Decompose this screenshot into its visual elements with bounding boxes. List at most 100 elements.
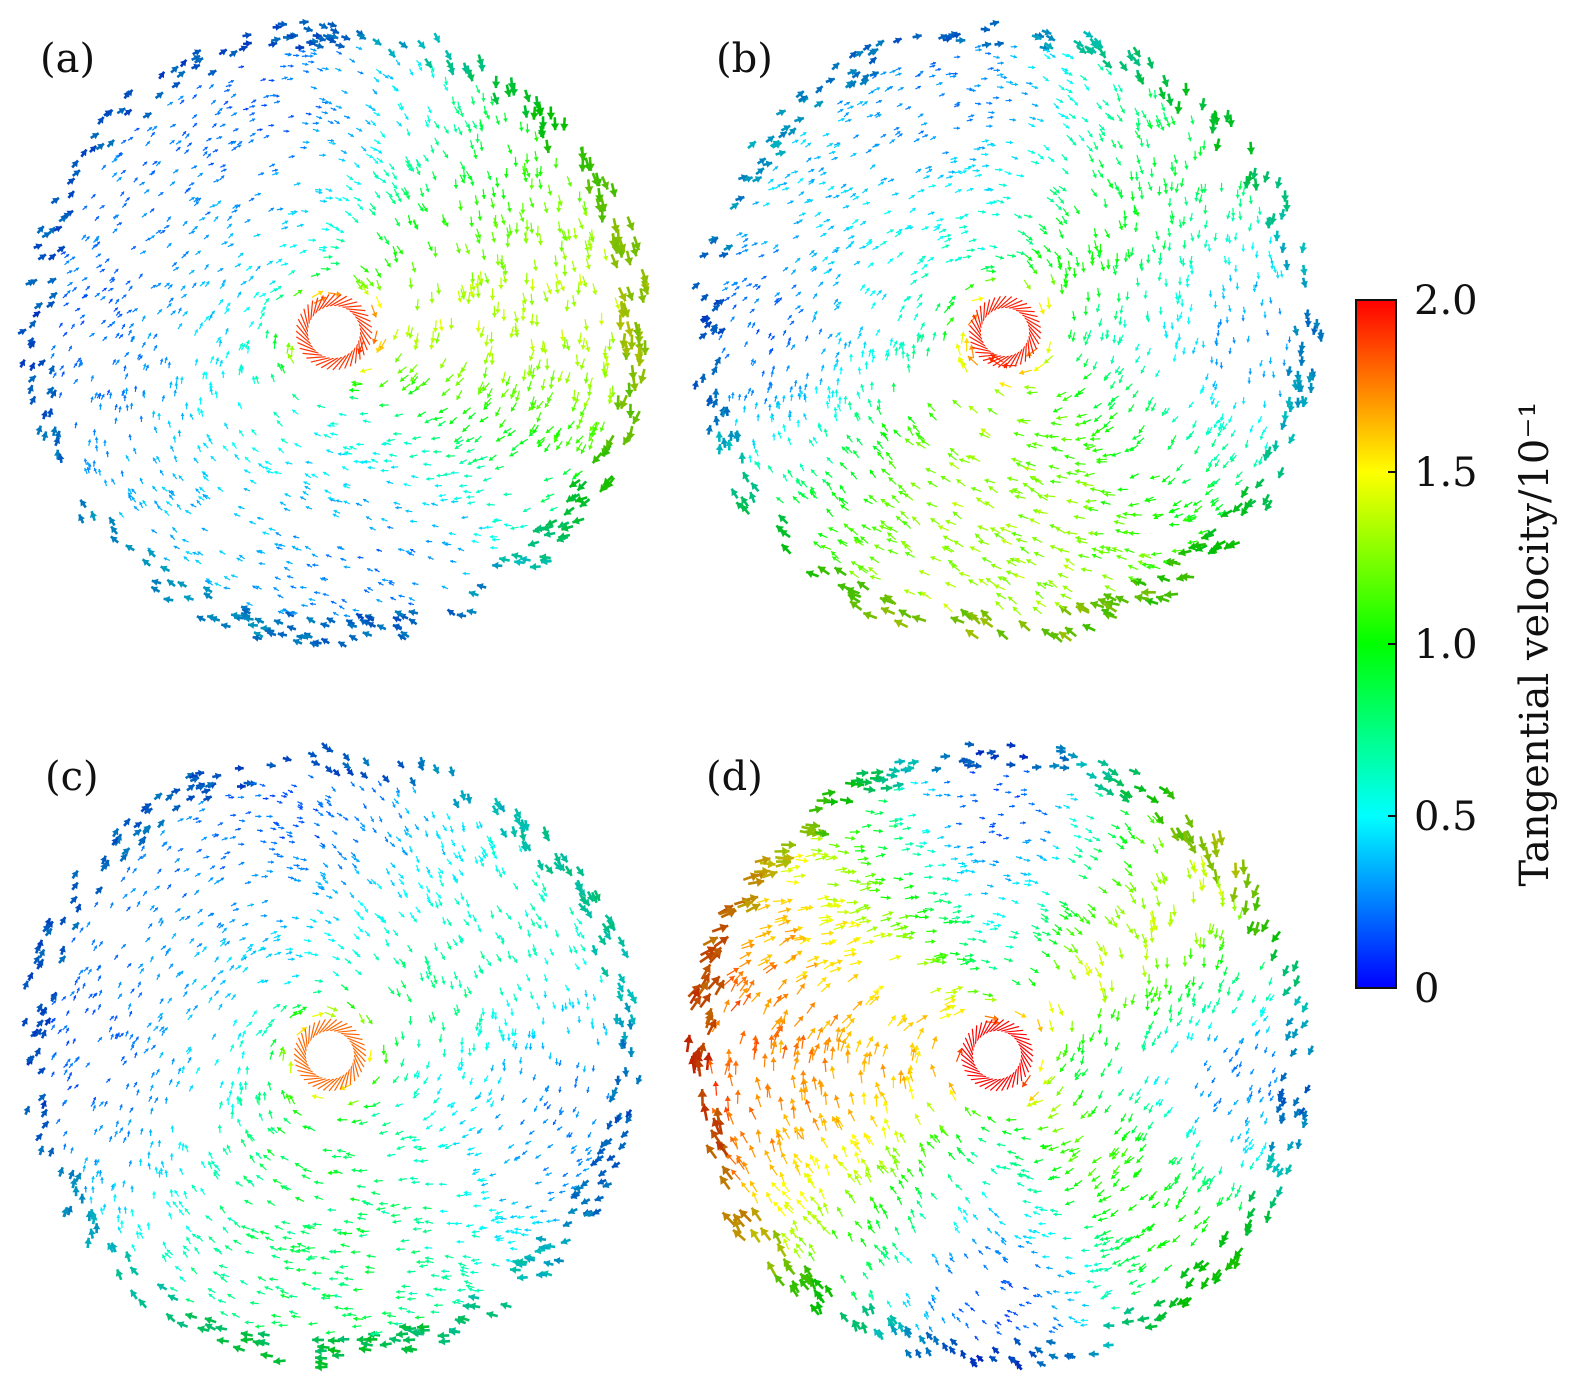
velocity-arrowhead (124, 109, 132, 116)
velocity-arrowhead (222, 123, 226, 127)
velocity-arrowhead (375, 347, 382, 353)
velocity-arrowhead (313, 48, 317, 52)
velocity-arrowhead (134, 308, 138, 312)
velocity-arrowhead (389, 580, 393, 584)
velocity-arrowhead (1275, 275, 1280, 279)
velocity-arrowhead (184, 402, 189, 406)
velocity-arrowhead (152, 285, 157, 289)
velocity-arrowhead (577, 339, 583, 345)
velocity-arrowhead (63, 332, 68, 336)
velocity-arrowhead (465, 124, 470, 129)
velocity-arrowhead (86, 286, 90, 290)
velocity-arrowhead (169, 381, 173, 385)
velocity-arrowhead (284, 226, 288, 230)
velocity-arrowhead (324, 489, 329, 494)
velocity-arrowhead (426, 476, 430, 481)
velocity-arrowhead (530, 112, 539, 120)
velocity-arrowhead (553, 262, 559, 267)
velocity-arrowhead (151, 410, 156, 414)
velocity-arrowhead (390, 166, 395, 170)
velocity-arrowhead (1190, 271, 1195, 275)
velocity-arrowhead (364, 589, 368, 593)
velocity-arrowhead (603, 255, 609, 261)
velocity-arrowhead (1104, 492, 1109, 498)
velocity-arrowhead (565, 378, 571, 384)
velocity-arrowhead (756, 414, 761, 418)
velocity-arrowhead (503, 118, 508, 123)
velocity-arrowhead (394, 413, 399, 418)
velocity-arrowhead (478, 526, 482, 530)
velocity-arrowhead (379, 403, 383, 408)
velocity-arrowhead (1072, 273, 1078, 278)
velocity-arrowhead (433, 449, 437, 454)
velocity-arrowhead (91, 133, 99, 140)
velocity-arrowhead (217, 336, 221, 341)
velocity-arrowhead (1065, 558, 1071, 563)
velocity-arrowhead (343, 34, 351, 41)
velocity-arrowhead (983, 25, 990, 33)
velocity-arrowhead (101, 205, 105, 209)
velocity-arrowhead (563, 236, 569, 242)
velocity-arrowhead (1304, 320, 1312, 327)
velocity-arrowhead (748, 454, 753, 459)
velocity-arrowhead (489, 295, 496, 301)
velocity-arrowhead (283, 64, 287, 69)
velocity-arrowhead (228, 215, 232, 220)
velocity-arrowhead (94, 436, 99, 440)
velocity-arrowhead (990, 264, 995, 270)
velocity-arrowhead (1116, 97, 1121, 102)
velocity-arrowhead (469, 222, 474, 227)
velocity-arrowhead (123, 365, 127, 369)
velocity-arrowhead (167, 420, 172, 425)
velocity-arrowhead (545, 428, 551, 434)
velocity-arrowhead (523, 177, 528, 182)
velocity-arrowhead (953, 156, 958, 161)
velocity-arrowhead (251, 429, 256, 433)
velocity-arrowhead (464, 474, 468, 479)
velocity-arrowhead (48, 227, 56, 234)
velocity-arrowhead (320, 577, 324, 581)
velocity-arrowhead (306, 140, 310, 145)
velocity-arrowhead (195, 201, 199, 205)
velocity-arrowhead (509, 88, 519, 96)
velocity-arrowhead (358, 128, 363, 132)
velocity-arrowhead (185, 189, 189, 193)
velocity-arrowhead (1233, 237, 1238, 241)
velocity-arrowhead (298, 44, 305, 52)
velocity-arrowhead (290, 64, 294, 68)
velocity-arrowhead (490, 204, 496, 209)
velocity-arrowhead (1262, 404, 1267, 408)
velocity-arrowhead (113, 228, 118, 232)
velocity-arrowhead (571, 267, 577, 272)
velocity-arrowhead (1294, 401, 1302, 408)
velocity-arrowhead (220, 175, 225, 179)
velocity-arrowhead (535, 365, 541, 371)
velocity-arrowhead (468, 590, 476, 598)
velocity-arrowhead (1180, 303, 1185, 307)
core-arrow (307, 304, 310, 325)
velocity-arrowhead (74, 379, 78, 383)
velocity-arrowhead (1074, 461, 1079, 467)
velocity-arrowhead (849, 353, 854, 358)
velocity-arrowhead (513, 162, 519, 167)
velocity-arrowhead (421, 449, 425, 454)
velocity-arrowhead (410, 168, 415, 172)
velocity-arrowhead (346, 115, 351, 119)
velocity-arrowhead (509, 394, 515, 399)
velocity-arrowhead (409, 454, 414, 459)
velocity-arrowhead (514, 229, 520, 234)
velocity-arrowhead (539, 553, 547, 562)
velocity-arrowhead (1163, 190, 1169, 194)
velocity-arrowhead (136, 127, 140, 131)
velocity-arrowhead (110, 277, 115, 281)
velocity-arrowhead (408, 552, 412, 556)
velocity-arrowhead (305, 54, 308, 58)
velocity-arrowhead (273, 470, 278, 475)
velocity-arrowhead (737, 393, 742, 397)
velocity-arrowhead (292, 394, 297, 398)
velocity-arrowhead (424, 157, 429, 162)
velocity-arrowhead (408, 167, 412, 171)
velocity-arrowhead (179, 376, 184, 380)
velocity-arrowhead (479, 147, 484, 151)
velocity-arrowhead (349, 176, 353, 180)
